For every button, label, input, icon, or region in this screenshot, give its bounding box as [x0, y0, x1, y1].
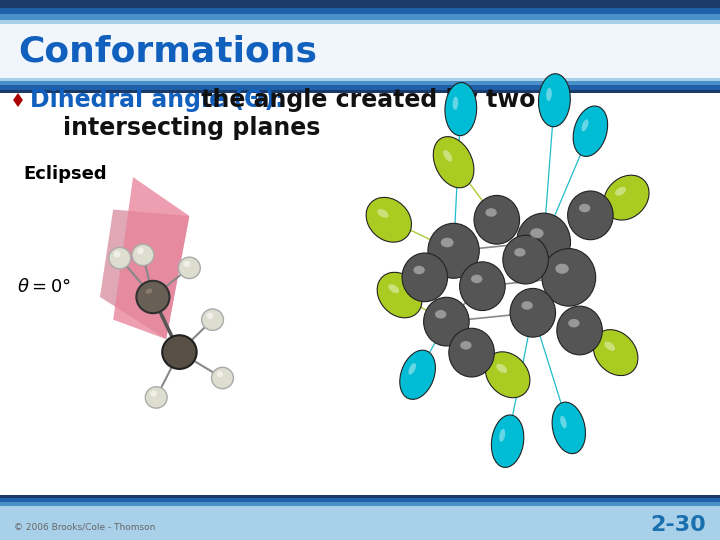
Ellipse shape — [471, 275, 482, 283]
Ellipse shape — [377, 272, 422, 318]
Ellipse shape — [459, 262, 505, 310]
Circle shape — [114, 251, 120, 258]
Circle shape — [212, 367, 233, 389]
Ellipse shape — [517, 213, 570, 271]
Ellipse shape — [428, 224, 480, 278]
Circle shape — [150, 390, 157, 397]
Ellipse shape — [503, 235, 549, 284]
Text: intersecting planes: intersecting planes — [30, 116, 320, 140]
Bar — [0, 14, 720, 20]
Circle shape — [136, 281, 169, 313]
Ellipse shape — [445, 83, 477, 136]
Text: the angle created by two: the angle created by two — [193, 88, 536, 112]
Bar — [0, 85, 720, 90]
Circle shape — [217, 371, 223, 377]
Ellipse shape — [460, 341, 472, 349]
Ellipse shape — [377, 209, 389, 218]
Circle shape — [202, 309, 223, 330]
Circle shape — [109, 247, 131, 269]
Text: $\theta = 0°$: $\theta = 0°$ — [17, 278, 71, 296]
Ellipse shape — [435, 310, 446, 319]
Ellipse shape — [485, 352, 530, 398]
Circle shape — [145, 387, 167, 408]
Bar — [0, 20, 720, 24]
Ellipse shape — [366, 198, 412, 242]
Ellipse shape — [145, 288, 153, 294]
Ellipse shape — [413, 266, 425, 274]
Ellipse shape — [557, 306, 603, 355]
Polygon shape — [100, 210, 189, 339]
Bar — [0, 0, 720, 78]
Ellipse shape — [423, 297, 469, 346]
Ellipse shape — [510, 288, 556, 337]
Text: © 2006 Brooks/Cole - Thomson: © 2006 Brooks/Cole - Thomson — [14, 523, 156, 531]
Ellipse shape — [567, 191, 613, 240]
Circle shape — [137, 248, 144, 254]
Bar — [0, 78, 720, 81]
Bar — [0, 510, 720, 540]
Ellipse shape — [593, 329, 638, 376]
Ellipse shape — [474, 195, 520, 244]
Bar — [0, 81, 720, 85]
Ellipse shape — [521, 301, 533, 310]
Ellipse shape — [444, 150, 452, 161]
Ellipse shape — [573, 106, 608, 157]
Ellipse shape — [604, 342, 615, 351]
Ellipse shape — [449, 328, 495, 377]
Ellipse shape — [441, 238, 454, 247]
Ellipse shape — [433, 137, 474, 188]
Ellipse shape — [491, 415, 524, 468]
Ellipse shape — [615, 187, 626, 195]
Ellipse shape — [530, 228, 544, 238]
Ellipse shape — [539, 73, 570, 127]
Bar — [0, 495, 720, 498]
Polygon shape — [113, 177, 189, 339]
Text: 2-30: 2-30 — [650, 515, 706, 535]
Ellipse shape — [546, 88, 552, 101]
Text: Conformations: Conformations — [18, 35, 317, 69]
Polygon shape — [13, 93, 23, 107]
Circle shape — [179, 257, 200, 279]
Circle shape — [184, 261, 190, 267]
Ellipse shape — [582, 119, 588, 131]
Ellipse shape — [604, 175, 649, 220]
Ellipse shape — [514, 248, 526, 256]
Ellipse shape — [408, 363, 416, 375]
Ellipse shape — [542, 248, 595, 306]
Ellipse shape — [552, 402, 585, 454]
Ellipse shape — [485, 208, 497, 217]
Bar — [0, 90, 720, 93]
Ellipse shape — [555, 264, 569, 274]
Circle shape — [162, 335, 197, 369]
Bar — [0, 506, 720, 510]
Ellipse shape — [402, 253, 448, 302]
Ellipse shape — [496, 364, 507, 373]
Bar — [0, 498, 720, 502]
Bar — [0, 502, 720, 506]
Circle shape — [207, 313, 213, 319]
Ellipse shape — [579, 204, 590, 212]
Text: Dihedral angle (Θ):: Dihedral angle (Θ): — [30, 88, 284, 112]
Text: Eclipsed: Eclipsed — [24, 165, 107, 183]
Ellipse shape — [560, 416, 567, 428]
Ellipse shape — [453, 97, 458, 110]
Ellipse shape — [499, 429, 505, 442]
Bar — [0, 0, 720, 8]
Ellipse shape — [400, 350, 436, 400]
Ellipse shape — [388, 284, 399, 293]
Ellipse shape — [568, 319, 580, 327]
Circle shape — [132, 244, 154, 266]
Bar — [0, 8, 720, 14]
